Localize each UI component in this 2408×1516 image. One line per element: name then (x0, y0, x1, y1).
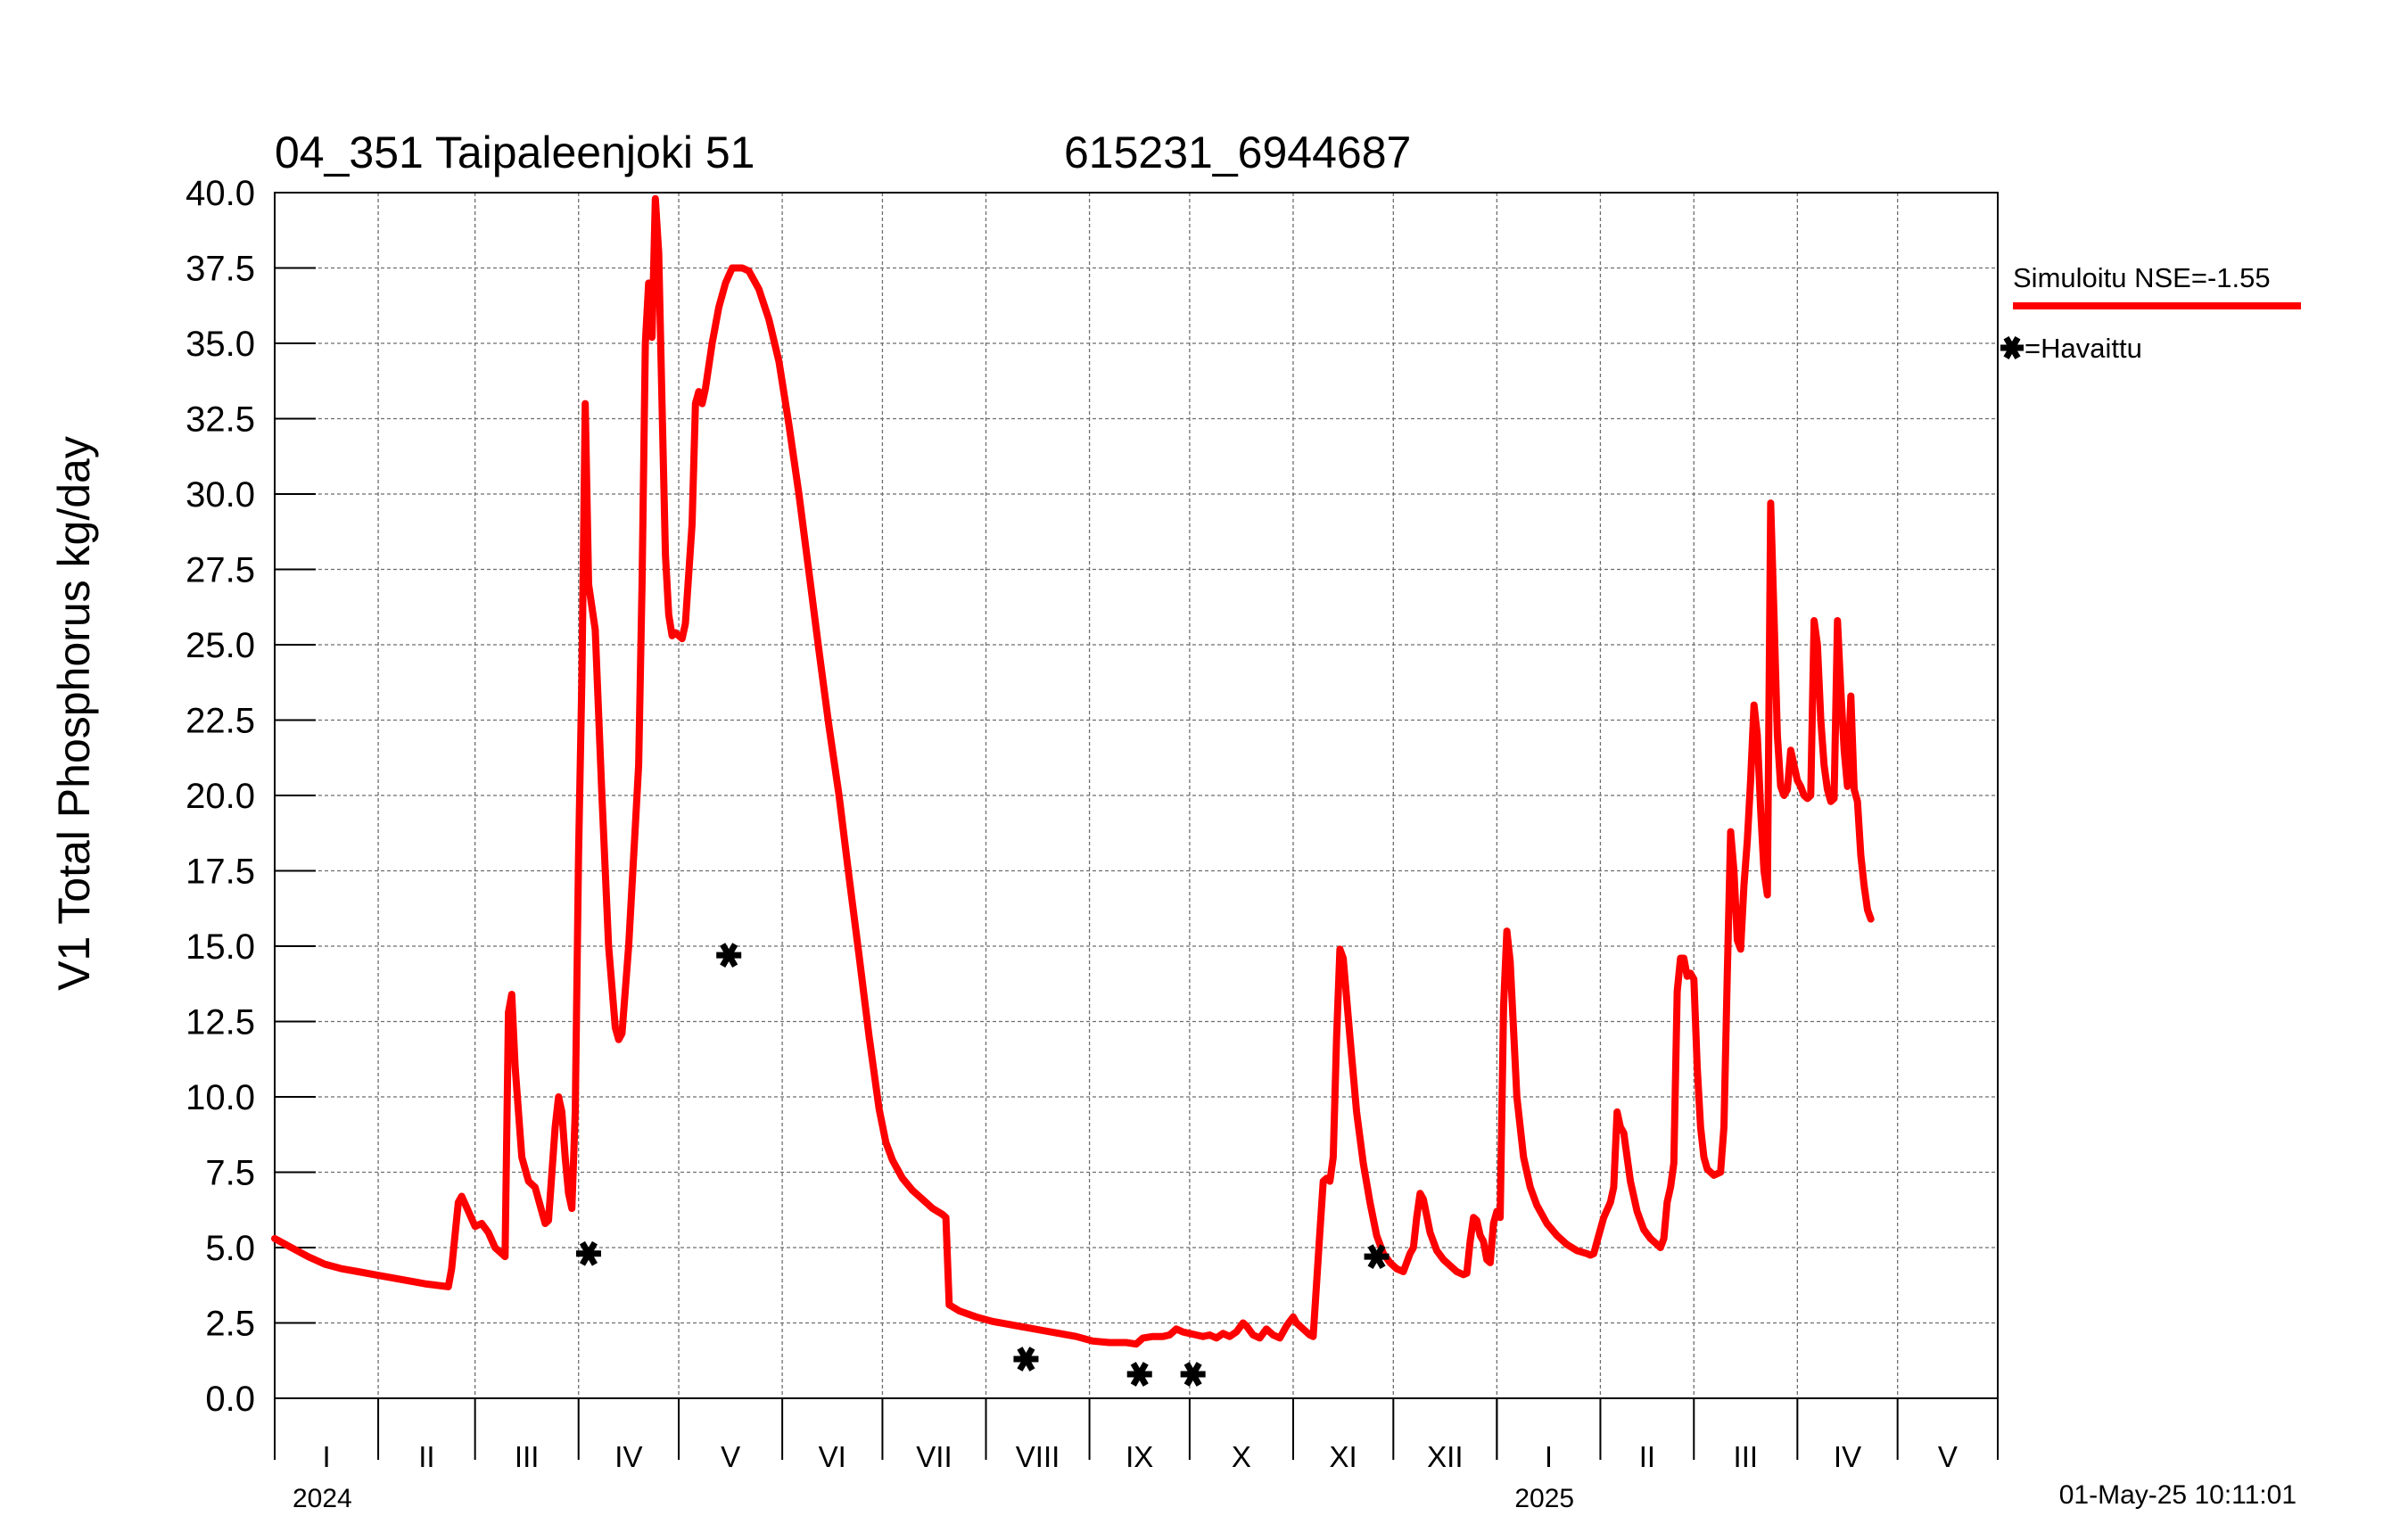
marker-stroke (1017, 1347, 1035, 1372)
y-tick-label: 27.5 (186, 551, 255, 590)
month-labels: I II III IV V VI VII VIII IX X XI XII I II III IV V (322, 1440, 1957, 1473)
year-label: 2025 (1514, 1484, 1574, 1513)
y-tick-label: 30.0 (186, 475, 255, 515)
chart-title-left: 04_351 Taipaleenjoki 51 (275, 128, 755, 177)
year-labels: 2024 2025 (293, 1484, 1574, 1513)
observed-point (716, 943, 742, 968)
observed-point (1364, 1244, 1390, 1270)
y-tick-label: 37.5 (186, 250, 255, 289)
y-tick-label: 35.0 (186, 325, 255, 364)
marker-stroke (2003, 335, 2021, 360)
month-label: II (418, 1440, 434, 1473)
month-label: V (1938, 1440, 1958, 1473)
month-label: VII (916, 1440, 952, 1473)
observed-markers (575, 943, 1390, 1387)
legend: Simuloitu NSE=-1.55 =Havaittu (2000, 262, 2301, 364)
y-tick-label: 15.0 (186, 927, 255, 967)
y-tick-label: 2.5 (205, 1305, 255, 1344)
axis-layer (274, 192, 1999, 1399)
chart-title-right: 615231_6944687 (1064, 128, 1411, 177)
month-label: IV (614, 1440, 642, 1473)
month-label: III (1734, 1440, 1759, 1473)
month-label: X (1232, 1440, 1251, 1473)
observed-point (1126, 1362, 1152, 1387)
marker-stroke (579, 1240, 598, 1266)
y-axis-label: V1 Total Phosphorus kg/day (49, 436, 99, 991)
y-tick-label: 10.0 (186, 1078, 255, 1117)
y-tick-label: 22.5 (186, 702, 255, 741)
y-tick-label: 20.0 (186, 777, 255, 816)
y-tick-label: 12.5 (186, 1003, 255, 1042)
month-label: I (322, 1440, 330, 1473)
month-label: VI (819, 1440, 846, 1473)
observed-point (1013, 1347, 1039, 1372)
y-tick-label: 5.0 (205, 1229, 255, 1268)
series-layer (271, 194, 1875, 1348)
month-label: XII (1427, 1440, 1463, 1473)
month-label: II (1639, 1440, 1655, 1473)
y-tick-label: 17.5 (186, 853, 255, 892)
observed-point (575, 1240, 601, 1266)
grid-layer (274, 192, 1999, 1460)
month-label: V (721, 1440, 740, 1473)
y-tick-labels: 0.0 2.5 5.0 7.5 10.0 12.5 15.0 17.5 20.0 22.5 25.0… (186, 174, 255, 1419)
y-tick-label: 0.0 (205, 1380, 255, 1419)
month-label: IV (1834, 1440, 1861, 1473)
month-label: I (1545, 1440, 1553, 1473)
timestamp: 01-May-25 10:11:01 (2059, 1480, 2297, 1510)
legend-star-icon (2000, 335, 2024, 360)
month-label: VIII (1016, 1440, 1060, 1473)
series-line-simulated (271, 194, 1875, 1348)
y-tick-label: 25.0 (186, 626, 255, 665)
marker-stroke (1130, 1362, 1149, 1387)
legend-simulated-label: Simuloitu NSE=-1.55 (2013, 262, 2271, 293)
y-tick-label: 7.5 (205, 1154, 255, 1193)
y-tick-label: 32.5 (186, 400, 255, 440)
month-label: XI (1330, 1440, 1357, 1473)
month-label: III (515, 1440, 540, 1473)
marker-stroke (1183, 1362, 1202, 1387)
y-tick-label: 40.0 (186, 174, 255, 213)
marker-stroke (720, 943, 738, 968)
observed-point (1180, 1362, 1206, 1387)
month-label: IX (1126, 1440, 1153, 1473)
legend-observed-label: =Havaittu (2025, 333, 2142, 364)
year-label: 2024 (293, 1484, 352, 1513)
marker-stroke (1367, 1244, 1386, 1270)
legend-observed-marker (2000, 335, 2024, 360)
